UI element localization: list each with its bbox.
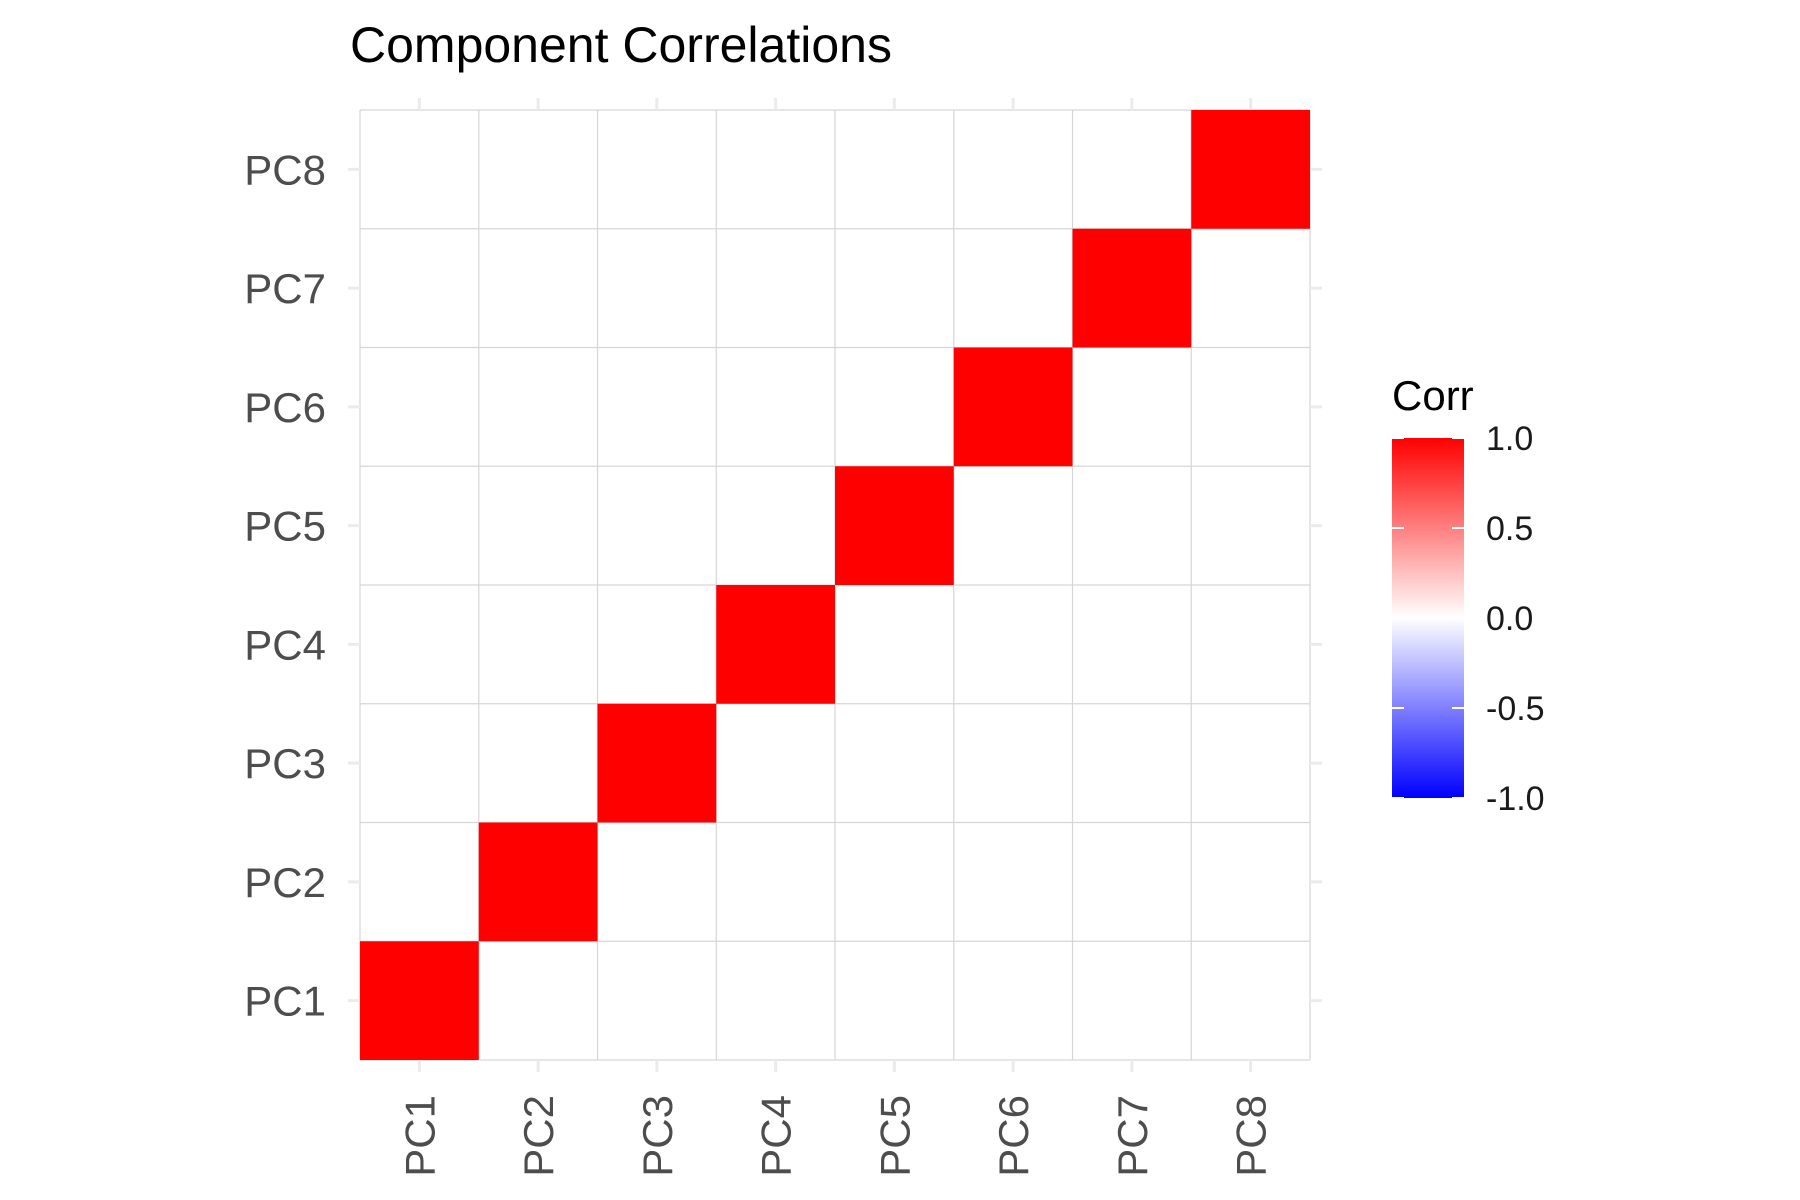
legend-title: Corr [1392,372,1474,419]
y-tick-label-pc4: PC4 [244,621,326,668]
y-tick-label-pc6: PC6 [244,384,326,431]
legend-label: 1.0 [1486,420,1533,458]
legend-label: -1.0 [1486,780,1545,818]
heatmap-cell-pc5-pc5 [835,466,954,585]
x-tick-label-pc5: PC5 [871,1095,918,1177]
legend-label: 0.5 [1486,510,1533,548]
y-tick-label-pc5: PC5 [244,503,326,550]
x-axis-tick-labels: PC1 PC2 PC3 PC4 PC5 PC6 PC7 PC8 [396,1095,1274,1177]
legend-ticks: 1.0 0.5 0.0 -0.5 -1.0 [1392,420,1545,818]
x-tick-label-pc8: PC8 [1228,1095,1275,1177]
x-tick-label-pc4: PC4 [753,1095,800,1177]
y-axis-tick-labels: PC1 PC2 PC3 PC4 PC5 PC6 PC7 PC8 [244,146,326,1024]
y-tick-label-pc3: PC3 [244,740,326,787]
heatmap-cell-pc8-pc8 [1191,110,1310,229]
heatmap-cell-pc2-pc2 [478,822,598,942]
x-tick-label-pc6: PC6 [990,1095,1037,1177]
color-legend: Corr 1.0 0.5 0.0 -0.5 -1.0 [1392,372,1545,818]
legend-label: 0.0 [1486,600,1533,638]
heatmap-cell-pc1-pc1 [360,941,479,1060]
y-tick-label-pc2: PC2 [244,859,326,906]
chart-title: Component Correlations [350,17,892,73]
x-tick-label-pc1: PC1 [396,1095,443,1177]
heatmap-cells [360,110,1310,1060]
heatmap-cell-pc4-pc4 [716,585,835,704]
y-tick-label-pc8: PC8 [244,146,326,193]
heatmap-cell-pc7-pc7 [1072,228,1192,348]
x-tick-label-pc3: PC3 [634,1095,681,1177]
y-tick-label-pc1: PC1 [244,978,326,1025]
y-tick-label-pc7: PC7 [244,265,326,312]
x-tick-label-pc7: PC7 [1109,1095,1156,1177]
x-tick-label-pc2: PC2 [515,1095,562,1177]
heatmap-cell-pc6-pc6 [953,347,1073,467]
legend-label: -0.5 [1486,690,1545,728]
heatmap-cell-pc3-pc3 [597,703,717,823]
